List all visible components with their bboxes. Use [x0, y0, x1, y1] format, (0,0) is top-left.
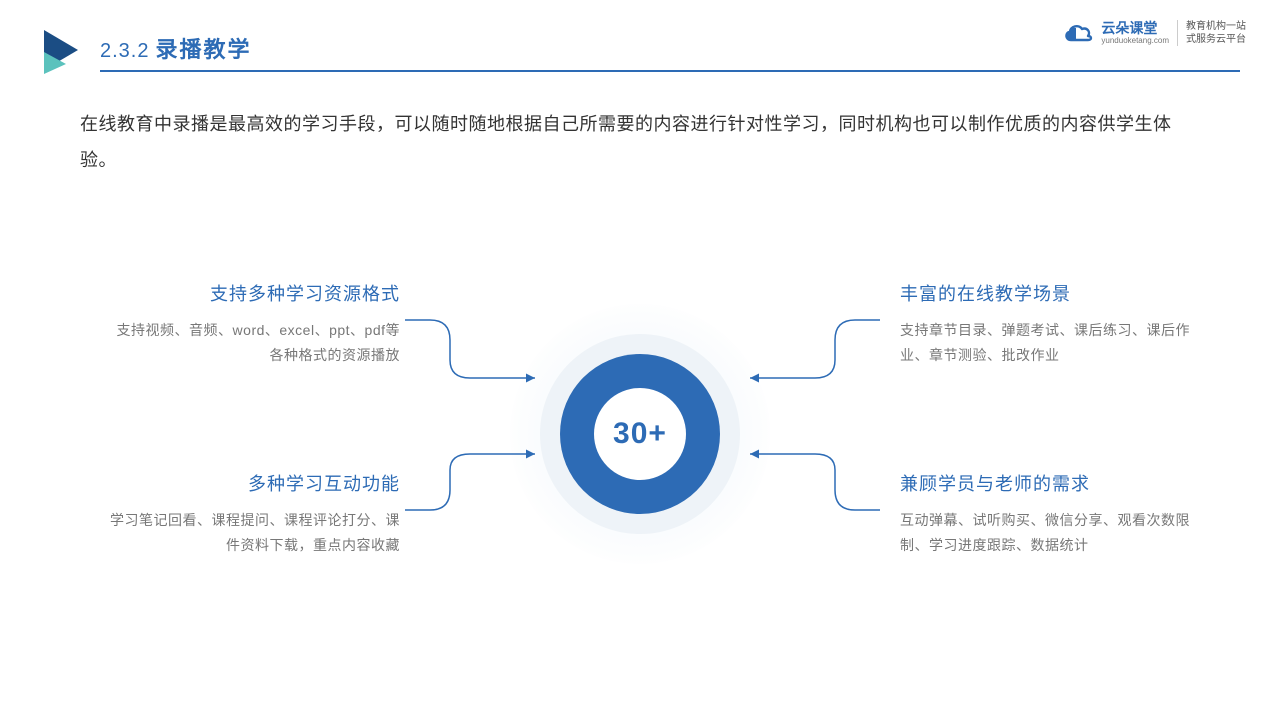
feature-desc: 学习笔记回看、课程提问、课程评论打分、课件资料下载，重点内容收藏: [110, 508, 400, 558]
feature-top-left: 支持多种学习资源格式 支持视频、音频、word、excel、ppt、pdf等各种…: [110, 280, 400, 368]
feature-desc: 支持视频、音频、word、excel、ppt、pdf等各种格式的资源播放: [110, 318, 400, 368]
logo-tagline: 教育机构一站 式服务云平台: [1186, 20, 1246, 46]
logo-tagline-l1: 教育机构一站: [1186, 20, 1246, 33]
feature-desc: 支持章节目录、弹题考试、课后练习、课后作业、章节测验、批改作业: [900, 318, 1190, 368]
feature-title: 丰富的在线教学场景: [900, 280, 1190, 306]
feature-title: 支持多种学习资源格式: [110, 280, 400, 306]
feature-desc: 互动弹幕、试听购买、微信分享、观看次数限制、学习进度跟踪、数据统计: [900, 508, 1190, 558]
cloud-icon: [1063, 22, 1093, 44]
intro-paragraph: 在线教育中录播是最高效的学习手段，可以随时随地根据自己所需要的内容进行针对性学习…: [80, 106, 1200, 178]
feature-diagram: 30+ 支持多种学习资源格式 支持视频、音频、word、excel、ppt、pd…: [0, 260, 1280, 660]
logo-domain: yunduoketang.com: [1101, 37, 1169, 45]
feature-bottom-right: 兼顾学员与老师的需求 互动弹幕、试听购买、微信分享、观看次数限制、学习进度跟踪、…: [900, 470, 1190, 558]
logo-separator: [1177, 20, 1178, 46]
logo-brand: 云朵课堂: [1101, 21, 1169, 35]
feature-top-right: 丰富的在线教学场景 支持章节目录、弹题考试、课后练习、课后作业、章节测验、批改作…: [900, 280, 1190, 368]
feature-title: 多种学习互动功能: [110, 470, 400, 496]
center-circle: 30+: [510, 304, 770, 564]
feature-bottom-left: 多种学习互动功能 学习笔记回看、课程提问、课程评论打分、课件资料下载，重点内容收…: [110, 470, 400, 558]
logo-text: 云朵课堂 yunduoketang.com: [1101, 21, 1169, 45]
logo-tagline-l2: 式服务云平台: [1186, 33, 1246, 46]
section-number: 2.3.2: [100, 40, 149, 63]
center-label: 30+: [613, 417, 667, 451]
play-icon: [40, 28, 86, 79]
feature-title: 兼顾学员与老师的需求: [900, 470, 1190, 496]
section-title: 录播教学: [155, 32, 251, 64]
brand-logo: 云朵课堂 yunduoketang.com 教育机构一站 式服务云平台: [1063, 20, 1246, 46]
